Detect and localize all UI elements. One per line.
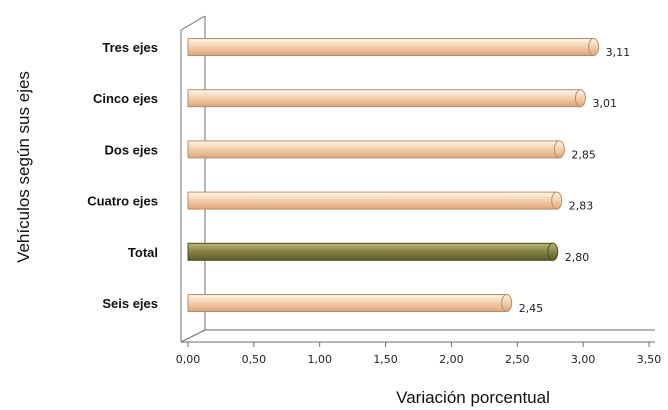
category-labels: Tres ejes Cinco ejes Dos ejes Cuatro ejes To… — [87, 40, 158, 311]
x-tick-label: 0,50 — [242, 353, 267, 366]
bar-body — [187, 294, 508, 312]
x-tick-label: 3,00 — [571, 353, 596, 366]
category-label: Total — [128, 245, 158, 260]
bar-cap — [501, 294, 513, 312]
category-label: Cuatro ejes — [87, 194, 158, 209]
x-axis-label: Variación porcentual — [396, 388, 550, 407]
x-axis-ticks: 0,00 0,50 1,00 1,50 2,00 2,50 3,00 3,50 — [176, 342, 662, 366]
bars — [187, 38, 600, 312]
bar-cap — [547, 242, 559, 261]
x-tick-label: 2,00 — [439, 353, 464, 366]
plot-frame — [180, 15, 655, 343]
x-tick-label: 1,50 — [373, 353, 398, 366]
category-label: Dos ejes — [105, 142, 158, 157]
bar — [187, 191, 563, 210]
value-labels: 3,11 3,01 2,85 2,83 2,80 2,45 — [519, 46, 630, 315]
bar — [187, 294, 513, 312]
value-label: 2,83 — [569, 200, 594, 213]
bar-cap — [553, 140, 565, 159]
bar-body — [187, 89, 581, 108]
floor-slant — [180, 329, 206, 343]
category-label: Cinco ejes — [93, 91, 158, 106]
bar — [187, 140, 565, 159]
back-wall-top-slant — [180, 15, 206, 31]
bar-body — [187, 140, 560, 159]
value-label: 3,01 — [592, 97, 617, 110]
value-label: 2,45 — [519, 302, 544, 315]
x-tick-label: 1,00 — [307, 353, 332, 366]
category-label: Seis ejes — [102, 296, 158, 311]
x-tick-label: 2,50 — [505, 353, 530, 366]
bar — [187, 38, 600, 56]
bar — [187, 89, 586, 108]
x-tick-label: 0,00 — [176, 353, 201, 366]
bar-total — [187, 242, 559, 261]
bar-body — [187, 242, 554, 261]
bar-body — [187, 191, 558, 210]
value-label: 3,11 — [606, 46, 631, 59]
y-axis-label: Vehículos según sus ejes — [14, 71, 33, 263]
value-label: 2,85 — [571, 148, 596, 161]
bar-cap — [551, 191, 563, 210]
value-label: 2,80 — [565, 251, 590, 264]
bar-cap — [574, 89, 586, 108]
bar-cap — [588, 38, 600, 56]
bar-body — [187, 38, 595, 56]
category-label: Tres ejes — [102, 40, 158, 55]
x-tick-label: 3,50 — [637, 353, 662, 366]
